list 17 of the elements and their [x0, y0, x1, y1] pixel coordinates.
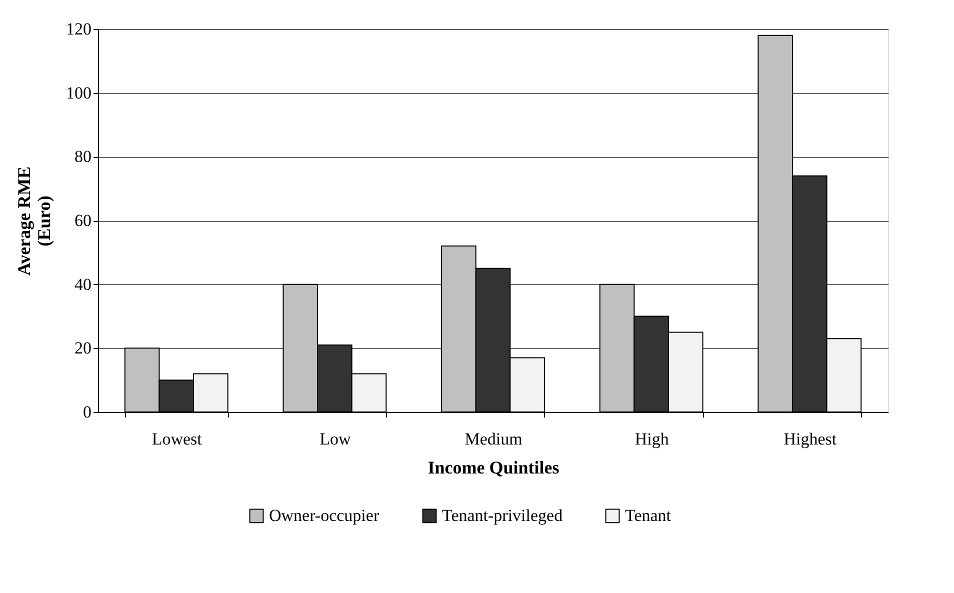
x-tick-label: High — [634, 430, 670, 448]
y-tick-label: 80 — [74, 147, 92, 166]
legend-label: Owner-occupier — [269, 506, 380, 525]
y-tick-label: 0 — [83, 402, 92, 422]
y-tick-label: 60 — [74, 211, 92, 230]
legend-label: Tenant — [625, 506, 672, 525]
x-tick-label: Lowest — [152, 430, 202, 448]
x-axis-title: Income Quintiles — [428, 458, 560, 478]
y-tick-label: 120 — [66, 20, 92, 38]
y-tick-label: 100 — [66, 83, 92, 102]
legend-label: Tenant-privileged — [442, 506, 564, 525]
y-tick-label: 40 — [74, 274, 92, 294]
x-tick-label: Highest — [784, 430, 837, 448]
x-tick-label: Medium — [464, 430, 522, 448]
x-tick-label: Low — [320, 430, 352, 448]
y-axis-title: Average RME (Euro) — [14, 166, 54, 276]
y-tick-label: 20 — [74, 338, 92, 358]
